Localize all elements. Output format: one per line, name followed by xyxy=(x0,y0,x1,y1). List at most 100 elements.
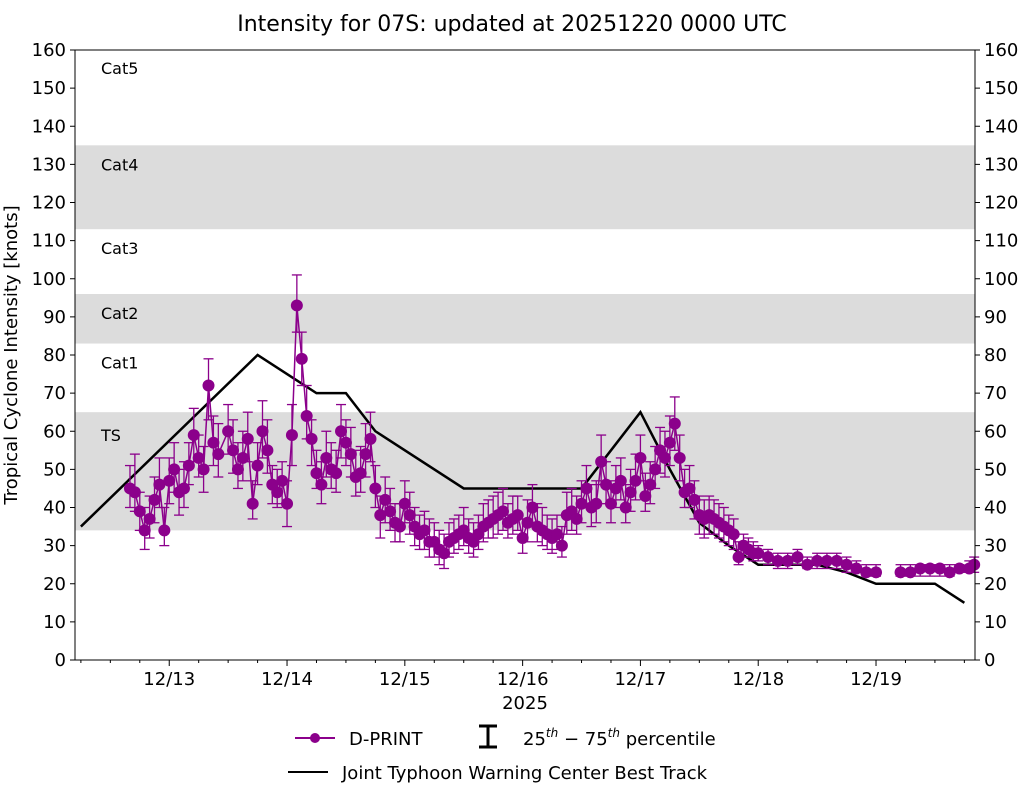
dprint-point xyxy=(236,451,249,464)
dprint-point xyxy=(138,524,151,537)
dprint-point xyxy=(182,459,195,472)
dprint-point xyxy=(521,516,534,529)
dprint-point xyxy=(354,467,367,480)
y-tick-label-right: 50 xyxy=(984,459,1007,480)
dprint-point xyxy=(158,524,171,537)
y-tick-label-right: 140 xyxy=(984,116,1018,137)
dprint-point xyxy=(870,566,883,579)
dprint-point xyxy=(516,532,529,544)
dprint-point xyxy=(550,528,563,541)
y-tick-label-left: 50 xyxy=(43,459,66,480)
x-tick-label: 12/19 xyxy=(850,669,902,690)
y-tick-label-right: 10 xyxy=(984,612,1007,633)
y-axis-label: Tropical Cyclone Intensity [knots] xyxy=(1,205,22,505)
dprint-point xyxy=(246,497,259,510)
dprint-point xyxy=(604,497,617,510)
dprint-point xyxy=(781,554,794,567)
category-label-cat2: Cat2 xyxy=(101,304,138,323)
dprint-point xyxy=(762,551,775,564)
dprint-point xyxy=(732,551,745,564)
dprint-point xyxy=(384,505,397,518)
dprint-point xyxy=(153,478,166,491)
x-tick-label: 12/16 xyxy=(497,669,549,690)
dprint-point xyxy=(128,486,141,499)
dprint-point xyxy=(335,425,348,438)
dprint-point xyxy=(624,486,637,499)
dprint-point xyxy=(850,562,863,575)
y-tick-label-left: 130 xyxy=(32,154,66,175)
category-label-cat3: Cat3 xyxy=(101,239,138,258)
dprint-point xyxy=(276,474,289,487)
dprint-point xyxy=(663,436,676,449)
dprint-point xyxy=(894,566,907,579)
dprint-point xyxy=(639,490,652,503)
dprint-point xyxy=(668,417,681,430)
y-tick-label-right: 0 xyxy=(984,650,995,671)
dprint-point xyxy=(727,528,740,541)
dprint-point xyxy=(227,444,240,457)
y-tick-label-right: 100 xyxy=(984,269,1018,290)
dprint-point xyxy=(673,451,686,464)
dprint-point xyxy=(752,547,765,560)
dprint-point xyxy=(595,455,608,468)
legend-percentile-label: 25th − 75th percentile xyxy=(523,726,716,750)
legend: D-PRINT 25th − 75th percentile Joint Typ… xyxy=(288,724,716,784)
legend-errorbar-icon xyxy=(479,724,497,749)
y-tick-label-left: 150 xyxy=(32,78,66,99)
dprint-point xyxy=(393,520,406,533)
category-band-ts xyxy=(75,412,975,531)
dprint-point xyxy=(933,562,946,575)
dprint-point xyxy=(496,505,509,518)
y-tick-label-right: 60 xyxy=(984,421,1007,442)
dprint-point xyxy=(177,482,190,495)
dprint-point xyxy=(330,467,343,480)
dprint-point xyxy=(634,451,647,464)
dprint-point xyxy=(251,459,264,472)
legend-dprint-marker xyxy=(310,733,320,743)
dprint-point xyxy=(256,425,269,438)
x-tick-label: 12/14 xyxy=(261,669,313,690)
dprint-point xyxy=(570,512,583,525)
dprint-point xyxy=(820,554,833,567)
y-tick-label-left: 160 xyxy=(32,40,66,61)
legend-dprint-label: D-PRINT xyxy=(349,729,423,750)
dprint-point xyxy=(241,432,254,445)
dprint-point xyxy=(231,463,244,476)
dprint-point xyxy=(339,436,352,449)
x-tick-label: 12/18 xyxy=(732,669,784,690)
category-label-cat5: Cat5 xyxy=(101,59,138,78)
dprint-point xyxy=(379,493,392,506)
dprint-point xyxy=(202,379,215,392)
y-tick-label-right: 110 xyxy=(984,231,1018,252)
plot-frame xyxy=(74,49,976,661)
dprint-point xyxy=(300,410,313,422)
dprint-point xyxy=(148,493,161,506)
dprint-point xyxy=(600,478,613,491)
dprint-point xyxy=(830,554,843,567)
y-tick-label-left: 10 xyxy=(43,612,66,633)
chart-title: Intensity for 07S: updated at 20251220 0… xyxy=(237,12,787,37)
y-tick-label-left: 110 xyxy=(32,231,66,252)
category-label-cat1: Cat1 xyxy=(101,354,138,373)
category-label-cat4: Cat4 xyxy=(101,155,138,174)
y-tick-label-right: 120 xyxy=(984,193,1018,214)
dprint-point xyxy=(222,425,235,438)
y-tick-label-right: 160 xyxy=(984,40,1018,61)
dprint-point xyxy=(281,497,294,510)
dprint-point xyxy=(590,497,603,510)
dprint-point xyxy=(860,566,873,579)
dprint-point xyxy=(261,444,274,457)
y-tick-label-left: 30 xyxy=(43,536,66,557)
dprint-point xyxy=(344,448,357,461)
dprint-point xyxy=(364,432,377,445)
y-tick-label-left: 80 xyxy=(43,345,66,366)
y-tick-label-right: 150 xyxy=(984,78,1018,99)
dprint-point xyxy=(688,493,701,506)
dprint-point xyxy=(575,497,588,510)
y-tick-label-left: 60 xyxy=(43,421,66,442)
legend-besttrack-label: Joint Typhoon Warning Center Best Track xyxy=(341,763,708,784)
y-tick-label-left: 140 xyxy=(32,116,66,137)
x-axis-label: 2025 xyxy=(502,693,548,714)
dprint-point xyxy=(315,478,328,491)
dprint-point xyxy=(658,451,671,464)
